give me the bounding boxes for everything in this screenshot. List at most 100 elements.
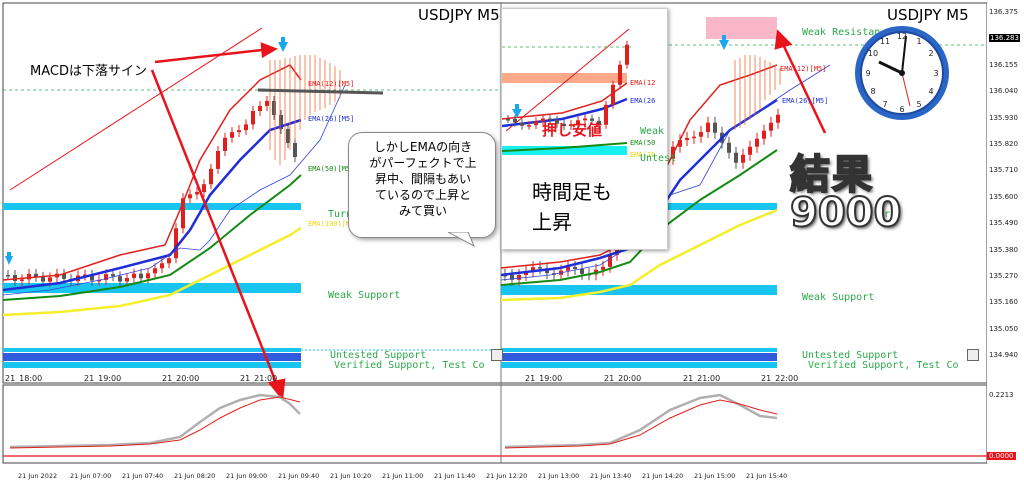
bottom-axis-label: 21 Jun 09:00 — [226, 472, 268, 480]
candle-body — [146, 273, 150, 279]
candle-body — [618, 64, 622, 85]
candle-body — [153, 268, 157, 274]
candle-body — [97, 279, 101, 282]
candle-body — [13, 275, 17, 281]
candle-body — [181, 198, 185, 229]
candle-body — [590, 118, 594, 121]
candle-body — [769, 122, 773, 131]
bubble-tail — [448, 232, 476, 248]
macd-axis-top: 0.2213 — [989, 391, 1014, 399]
candle-body — [580, 268, 584, 274]
left-weak-support-label: Weak Support — [328, 290, 401, 301]
candle-body — [167, 258, 171, 264]
price-axis-label: 135.820 — [989, 140, 1018, 148]
mid-time-label: 21_19:00 — [525, 374, 563, 383]
price-axis-label: 135.160 — [989, 298, 1018, 307]
candle-body — [111, 274, 115, 277]
right-verified-label: Verified Support, Test Co — [808, 360, 959, 371]
right-ema12-label: EMA(12)[M5] — [780, 65, 827, 73]
bubble-line: みて買い — [398, 204, 447, 218]
candle-body — [293, 142, 297, 157]
price-axis-label: 136.155 — [989, 60, 1018, 69]
candle-body — [727, 142, 731, 153]
bottom-axis-label: 21 Jun 09:40 — [278, 472, 320, 480]
candle-body — [20, 279, 24, 281]
candle-body — [41, 276, 45, 282]
candle-body — [562, 123, 566, 127]
price-axis-label: 134.940 — [989, 351, 1018, 360]
price-axis-label: 136.375 — [989, 8, 1018, 16]
candle-body — [517, 275, 521, 280]
candle-body — [125, 278, 129, 282]
svg-text:6: 6 — [899, 105, 904, 114]
macd-indicator — [3, 393, 987, 457]
svg-text:12: 12 — [897, 32, 907, 41]
right-untested-label: Untested Support — [802, 350, 899, 361]
candle-body — [195, 192, 199, 195]
bottom-axis-label: 21 Jun 08:20 — [174, 472, 216, 480]
candle-body — [6, 275, 10, 277]
candle-body — [569, 124, 573, 127]
candle-body — [625, 44, 629, 65]
bottom-axis-label: 21 Jun 12:20 — [486, 472, 528, 480]
mid-ema12-label: EMA(12 — [630, 79, 656, 87]
candle-body — [692, 136, 696, 139]
candle-body — [527, 125, 531, 127]
candle-body — [286, 128, 290, 143]
bubble-line: しかしEMAの向き — [373, 140, 473, 154]
candle-body — [601, 266, 605, 270]
bottom-axis-label: 21 Jun 15:00 — [694, 472, 736, 480]
left-turn-label: Turn — [328, 209, 353, 220]
candle-body — [566, 266, 570, 271]
right-time-label: 21_22:00 — [761, 374, 799, 383]
svg-text:4: 4 — [928, 87, 933, 96]
weak-resistance-zone — [706, 17, 777, 39]
bubble-line: がパーフェクトで上 — [369, 156, 477, 170]
bottom-axis-label: 21 Jun 07:40 — [122, 472, 164, 480]
mid-ema100-label: EMA(10 — [630, 151, 656, 159]
price-axis-label: 135.380 — [989, 245, 1018, 254]
candle-body — [258, 105, 262, 111]
svg-text:8: 8 — [870, 87, 875, 96]
bottom-axis-label: 21 Jun 13:40 — [590, 472, 632, 480]
candle-body — [62, 273, 66, 279]
candle-body — [531, 267, 535, 272]
candle-body — [160, 263, 164, 269]
mid-time-label: 21_20:00 — [604, 374, 642, 383]
weak-resistance-label: Weak Resistan — [802, 27, 881, 38]
price-axis-label: 135.710 — [989, 166, 1018, 175]
candle-body — [597, 120, 601, 125]
price-axis-label: 135.600 — [989, 192, 1018, 201]
bottom-axis-label: 21 Jun 11:00 — [382, 472, 424, 480]
candle-body — [174, 228, 178, 259]
mid-ema26-label: EMA(26 — [630, 97, 656, 105]
left-time-label: 21_18:00 — [5, 374, 43, 383]
save-icon[interactable] — [967, 349, 979, 361]
svg-text:3: 3 — [933, 69, 938, 78]
candle-body — [83, 274, 87, 277]
candle-body — [611, 84, 615, 105]
save-icon[interactable] — [491, 349, 503, 361]
candle-body — [741, 154, 745, 163]
left-turn-level — [3, 203, 301, 210]
left-cloud — [269, 55, 341, 165]
svg-text:1: 1 — [916, 37, 921, 46]
candle-body — [251, 110, 255, 125]
middle-box-line: 時間足も — [532, 180, 612, 204]
macd-annotation: MACDは下落サイン — [30, 64, 147, 79]
candle-body — [223, 137, 227, 151]
left-ema26-line — [2, 118, 302, 292]
candle-body — [534, 121, 538, 126]
candle-body — [608, 254, 612, 267]
bubble-line: ているので上昇と — [374, 188, 471, 202]
candle-body — [706, 122, 710, 133]
candle-body — [583, 118, 587, 121]
left-ema50-line — [2, 174, 302, 301]
right-weak-support-label: Weak Support — [802, 292, 875, 303]
candle-body — [230, 132, 234, 138]
left-symbol-label: USDJPY M5 — [418, 6, 500, 24]
candle-body — [699, 132, 703, 137]
svg-text:2: 2 — [928, 49, 933, 58]
